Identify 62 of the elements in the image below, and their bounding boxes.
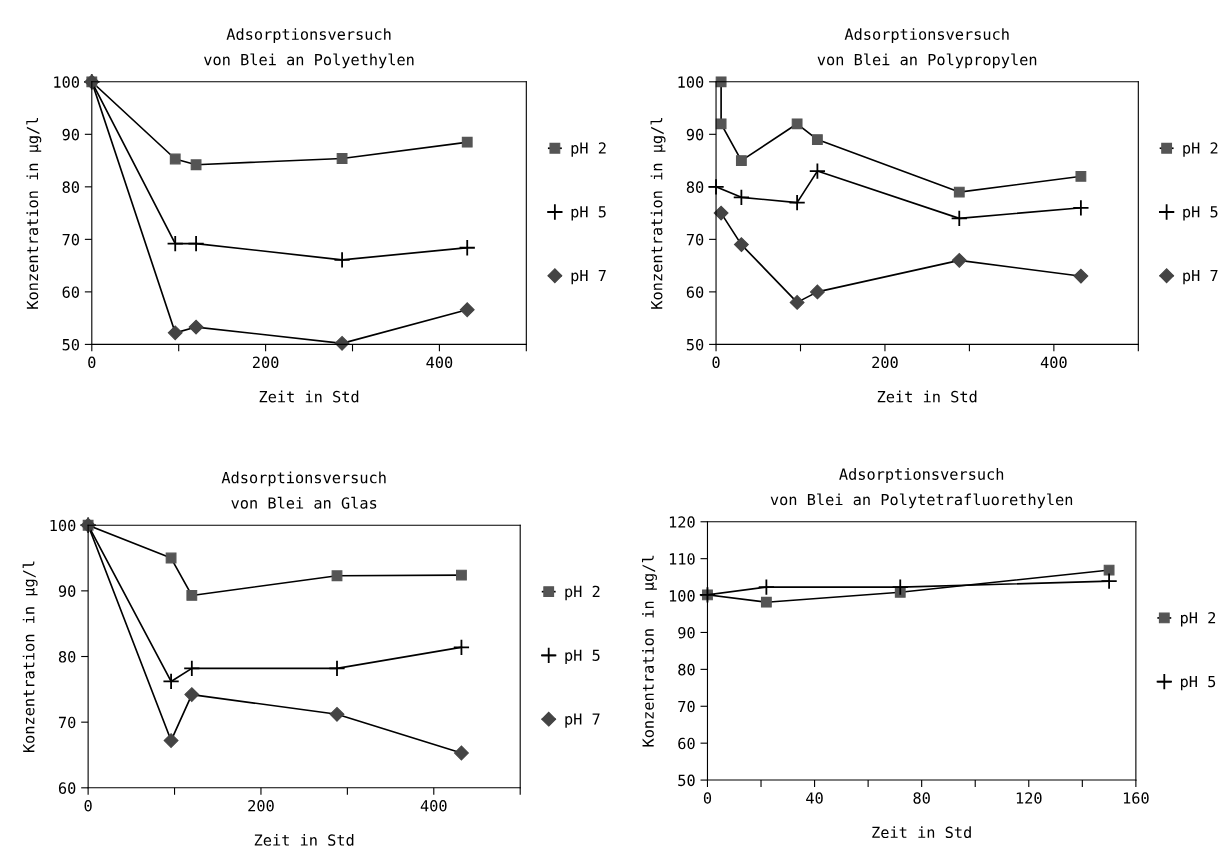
legend-label: pH 5 [571, 206, 606, 221]
y-tick-label: 100 [669, 590, 695, 602]
y-tick-label: 60 [678, 737, 695, 750]
legend-label: pH 7 [571, 269, 606, 285]
legend-label: pH 5 [565, 649, 600, 664]
legend-label: pH 7 [1183, 269, 1218, 285]
y-tick-label: 90 [678, 626, 695, 639]
y-axis-title: Konzentration in µg/l [22, 561, 38, 753]
y-axis-title: Konzentration in µg/l [641, 555, 657, 747]
legend-label: pH 7 [565, 713, 600, 728]
y-axis-title: Konzentration in µg/l [650, 118, 666, 309]
y-tick-label: 100 [54, 76, 79, 88]
y-tick-label: 70 [678, 700, 695, 713]
x-tick-label: 200 [872, 356, 898, 369]
x-tick-label: 80 [913, 792, 930, 804]
y-tick-label: 120 [669, 516, 695, 528]
y-tick-label: 50 [678, 774, 695, 787]
x-tick-label: 400 [426, 356, 453, 369]
y-tick-label: 80 [62, 181, 79, 193]
x-axis-title: Zeit in Std [872, 826, 971, 839]
y-tick-label: 90 [62, 128, 79, 141]
x-tick-label: 40 [806, 792, 823, 804]
x-tick-label: 200 [252, 356, 279, 369]
x-tick-label: 200 [248, 799, 274, 812]
y-tick-label: 100 [678, 76, 704, 88]
x-tick-label: 0 [84, 799, 92, 812]
y-tick-label: 50 [686, 338, 704, 351]
y-tick-label: 70 [62, 233, 79, 246]
y-tick-label: 60 [62, 286, 79, 298]
x-tick-label: 160 [1123, 792, 1149, 804]
y-tick-label: 70 [58, 716, 76, 729]
y-tick-label: 50 [62, 338, 79, 351]
y-tick-label: 70 [686, 233, 704, 246]
legend-label: pH 2 [1181, 611, 1216, 627]
y-tick-label: 80 [58, 651, 76, 663]
x-tick-label: 120 [1016, 792, 1042, 804]
x-tick-label: 0 [712, 356, 720, 369]
x-tick-label: 400 [1040, 356, 1067, 369]
x-tick-label: 0 [88, 356, 96, 369]
y-tick-label: 80 [686, 181, 704, 193]
y-tick-label: 90 [58, 585, 76, 597]
y-tick-label: 110 [669, 553, 695, 565]
x-tick-label: 400 [420, 799, 447, 812]
y-tick-label: 90 [686, 128, 704, 141]
x-axis-title: Zeit in Std [877, 390, 977, 403]
legend-label: pH 2 [1183, 142, 1218, 157]
legend-label: pH 5 [1181, 675, 1216, 691]
chart-title: Adsorptionsversuch von Blei an Polypropylen [817, 28, 1037, 69]
x-axis-title: Zeit in Std [259, 390, 359, 403]
y-tick-label: 60 [686, 286, 704, 298]
x-axis-title: Zeit in Std [254, 834, 354, 846]
y-axis-title: Konzentration in µg/l [26, 118, 42, 309]
chart-title: Adsorptionsversuch von Blei an Polyethylen [204, 28, 414, 69]
legend-label: pH 5 [1183, 206, 1218, 221]
y-tick-label: 80 [678, 663, 695, 676]
legend-label: pH 2 [565, 585, 600, 601]
y-tick-label: 100 [50, 519, 76, 532]
chart-title: Adsorptionsversuch von Blei an Glas [221, 471, 386, 509]
x-tick-label: 0 [703, 792, 712, 804]
legend-label: pH 2 [571, 142, 606, 157]
y-tick-label: 60 [58, 782, 76, 794]
chart-title: Adsorptionsversuch von Blei an Polytetrafluorethylen [770, 468, 1073, 509]
